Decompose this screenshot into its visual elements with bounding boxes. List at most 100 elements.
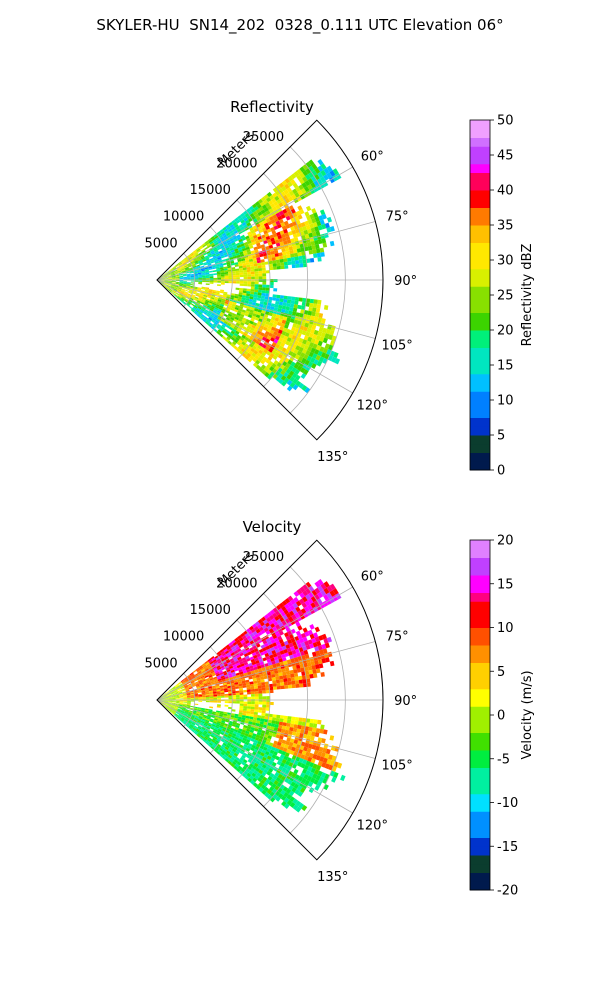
colorbar-swatch <box>470 820 490 830</box>
colorbar-swatch <box>470 242 490 252</box>
colorbar-swatch <box>470 645 490 655</box>
colorbar-swatch <box>470 452 490 462</box>
colorbar-swatch <box>470 128 490 138</box>
colorbar: 0 5 10 15 20 25 30 35 40 45 50 Reflectivity dBZ <box>469 114 535 479</box>
theta-tick-label: 90° <box>394 274 417 289</box>
colorbar-tick-label: 0 <box>497 464 505 479</box>
theta-tick-label: 75° <box>386 210 409 225</box>
grid-spoke <box>156 586 353 701</box>
colorbar-swatch <box>470 268 490 278</box>
colorbar-swatch <box>470 461 490 471</box>
colorbar-swatch <box>470 837 490 847</box>
colorbar-swatch <box>470 540 490 550</box>
colorbar-swatch <box>470 216 490 226</box>
colorbar-tick-label: -15 <box>497 840 518 855</box>
colorbar-swatch <box>470 233 490 243</box>
colorbar-swatch <box>470 758 490 768</box>
theta-tick-label: 75° <box>386 630 409 645</box>
colorbar-swatch <box>470 338 490 348</box>
theta-tick-label: 105° <box>381 338 412 353</box>
colorbar-swatch <box>470 846 490 856</box>
theta-tick-label: 60° <box>361 570 384 585</box>
colorbar-tick-label: -10 <box>497 796 518 811</box>
colorbar-tick-label: -20 <box>497 884 518 899</box>
sector-frame <box>156 119 384 441</box>
colorbar-swatch <box>470 400 490 410</box>
panel-title: Reflectivity <box>230 98 314 116</box>
colorbar-swatch <box>470 863 490 873</box>
colorbar-swatch <box>470 321 490 331</box>
colorbar-swatch <box>470 793 490 803</box>
colorbar-swatch <box>470 776 490 786</box>
colorbar-tick-label: 10 <box>497 394 514 409</box>
grid-spoke <box>156 279 353 394</box>
reflectivity-panel: Reflectivity500010000150002000025000Mete… <box>145 98 535 479</box>
colorbar-swatch <box>470 286 490 296</box>
colorbar-tick-label: 45 <box>497 149 514 164</box>
r-tick-label: 5000 <box>145 236 178 251</box>
colorbar-swatch <box>470 662 490 672</box>
colorbar-tick-label: 35 <box>497 219 514 234</box>
colorbar-swatch <box>470 872 490 882</box>
r-tick-label: 20000 <box>216 576 257 591</box>
polar-grid <box>156 566 383 834</box>
colorbar-tick-label: 40 <box>497 184 514 199</box>
figure-title: SKYLER-HU SN14_202 0328_0.111 UTC Elevat… <box>96 16 504 34</box>
theta-tick-label: 135° <box>317 870 348 885</box>
colorbar-label: Reflectivity dBZ <box>520 244 535 347</box>
colorbar-swatch <box>470 277 490 287</box>
grid-spoke <box>156 699 353 814</box>
colorbar-tick-label: 0 <box>497 709 505 724</box>
colorbar-swatch <box>470 365 490 375</box>
colorbar-swatch <box>470 303 490 313</box>
theta-tick-label: 105° <box>381 758 412 773</box>
r-tick-label: 10000 <box>163 630 204 645</box>
colorbar-swatch <box>470 172 490 182</box>
theta-tick-label: 120° <box>357 398 388 413</box>
colorbar-swatch <box>470 697 490 707</box>
colorbar-swatch <box>470 155 490 165</box>
colorbar-swatch <box>470 785 490 795</box>
theta-tick-label: 135° <box>317 450 348 465</box>
colorbar-swatch <box>470 207 490 217</box>
colorbar-swatch <box>470 557 490 567</box>
r-tick-label: 25000 <box>243 550 284 565</box>
colorbar: -20 -15 -10 -5 0 5 10 15 20 Velocity (m/s) <box>469 534 535 899</box>
colorbar-swatch <box>470 382 490 392</box>
colorbar-swatch <box>470 251 490 261</box>
grid-spoke <box>156 166 353 281</box>
colorbar-swatch <box>470 855 490 865</box>
colorbar-swatch <box>470 636 490 646</box>
colorbar-swatch <box>470 575 490 585</box>
colorbar-tick-label: 15 <box>497 359 514 374</box>
colorbar-swatch <box>470 653 490 663</box>
colorbar-swatch <box>470 225 490 235</box>
colorbar-swatch <box>470 750 490 760</box>
colorbar-tick-label: 15 <box>497 577 514 592</box>
colorbar-swatch <box>470 330 490 340</box>
colorbar-swatch <box>470 592 490 602</box>
theta-tick-label: 120° <box>357 818 388 833</box>
colorbar-tick-label: 5 <box>497 429 505 444</box>
colorbar-label: Velocity (m/s) <box>520 670 535 759</box>
colorbar-swatch <box>470 610 490 620</box>
colorbar-swatch <box>470 426 490 436</box>
colorbar-swatch <box>470 260 490 270</box>
colorbar-swatch <box>470 706 490 716</box>
colorbar-swatch <box>470 732 490 742</box>
colorbar-swatch <box>470 767 490 777</box>
colorbar-swatch <box>470 347 490 357</box>
r-tick-label: 20000 <box>216 156 257 171</box>
colorbar-tick-label: 20 <box>497 534 514 549</box>
colorbar-tick-label: 25 <box>497 289 514 304</box>
colorbar-swatch <box>470 723 490 733</box>
colorbar-swatch <box>470 741 490 751</box>
colorbar-swatch <box>470 566 490 576</box>
radar-field <box>157 579 346 813</box>
colorbar-swatch <box>470 146 490 156</box>
colorbar-swatch <box>470 811 490 821</box>
colorbar-swatch <box>470 295 490 305</box>
colorbar-swatch <box>470 163 490 173</box>
colorbar-swatch <box>470 137 490 147</box>
